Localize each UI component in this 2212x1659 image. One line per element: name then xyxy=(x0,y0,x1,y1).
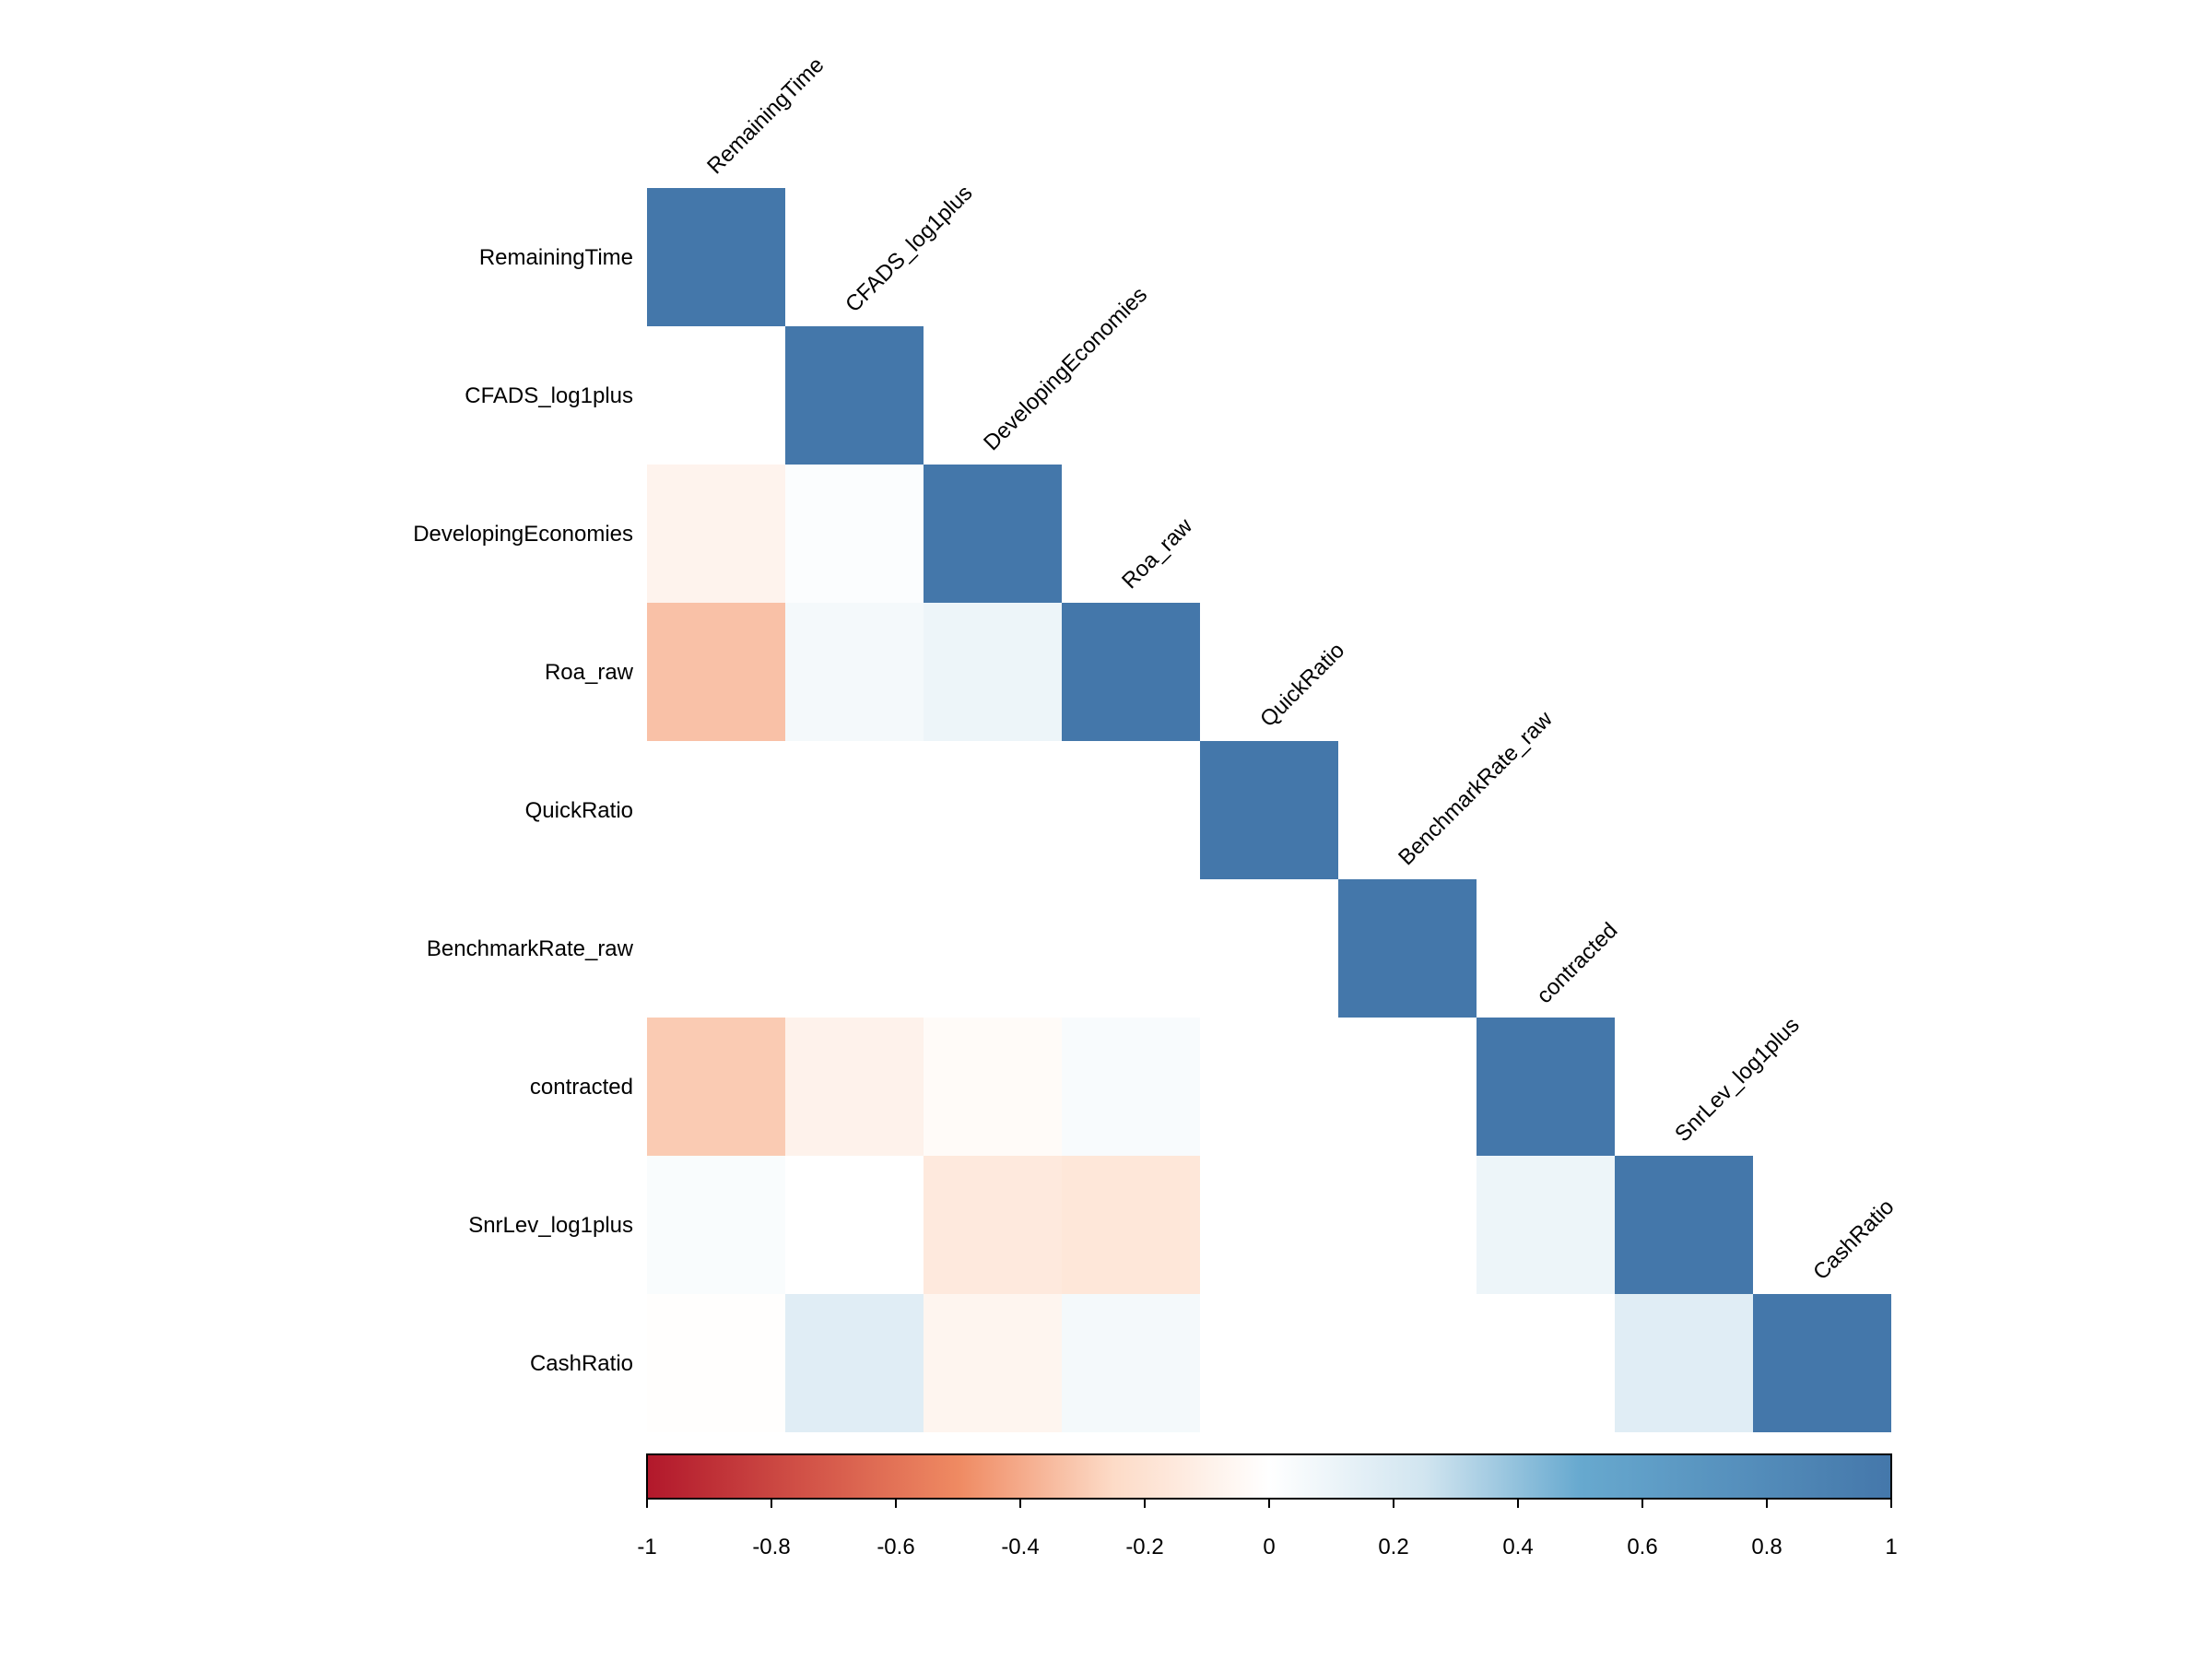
heatmap-cell-Roa_raw-RemainingTime xyxy=(647,603,785,741)
colorbar-tick-label: 0.6 xyxy=(1627,1535,1657,1559)
row-label: SnrLev_log1plus xyxy=(468,1213,633,1238)
colorbar-tick-label: 1 xyxy=(1885,1535,1897,1559)
row-label: Roa_raw xyxy=(545,660,634,685)
heatmap-cell-contracted-BenchmarkRate_raw xyxy=(1338,1018,1477,1156)
column-label: CFADS_log1plus xyxy=(841,181,977,317)
heatmap-cell-QuickRatio-CFADS_log1plus xyxy=(785,741,924,879)
heatmap-cell-SnrLev_log1plus-QuickRatio xyxy=(1200,1156,1338,1294)
colorbar-tick-label: 0.2 xyxy=(1378,1535,1408,1559)
heatmap-cell-DevelopingEconomies-CFADS_log1plus xyxy=(785,465,924,603)
colorbar-gradient xyxy=(646,1453,1892,1500)
row-label: QuickRatio xyxy=(525,798,633,823)
heatmap-cell-Roa_raw-DevelopingEconomies xyxy=(924,603,1062,741)
column-label: Roa_raw xyxy=(1117,513,1197,594)
heatmap-cell-SnrLev_log1plus-RemainingTime xyxy=(647,1156,785,1294)
column-label: RemainingTime xyxy=(702,53,829,179)
heatmap-cell-CashRatio-RemainingTime xyxy=(647,1294,785,1432)
heatmap-cells xyxy=(647,188,1891,1432)
column-label: SnrLev_log1plus xyxy=(1670,1013,1805,1147)
heatmap-cell-SnrLev_log1plus-contracted xyxy=(1477,1156,1615,1294)
heatmap-cell-RemainingTime-RemainingTime xyxy=(647,188,785,326)
heatmap-cell-contracted-DevelopingEconomies xyxy=(924,1018,1062,1156)
colorbar-tick-label: -1 xyxy=(637,1535,656,1559)
heatmap-cell-CashRatio-CashRatio xyxy=(1753,1294,1891,1432)
heatmap-cell-SnrLev_log1plus-DevelopingEconomies xyxy=(924,1156,1062,1294)
colorbar-tick-label: 0 xyxy=(1263,1535,1275,1559)
heatmap-cell-contracted-Roa_raw xyxy=(1062,1018,1200,1156)
heatmap-cell-DevelopingEconomies-RemainingTime xyxy=(647,465,785,603)
heatmap-cell-CashRatio-contracted xyxy=(1477,1294,1615,1432)
colorbar-tick-label: -0.6 xyxy=(877,1535,914,1559)
heatmap-cell-CashRatio-Roa_raw xyxy=(1062,1294,1200,1432)
row-label: CashRatio xyxy=(530,1351,633,1376)
heatmap-cell-Roa_raw-CFADS_log1plus xyxy=(785,603,924,741)
heatmap-cell-BenchmarkRate_raw-CFADS_log1plus xyxy=(785,879,924,1018)
heatmap-cell-SnrLev_log1plus-Roa_raw xyxy=(1062,1156,1200,1294)
column-label: BenchmarkRate_raw xyxy=(1394,706,1558,870)
colorbar-ticks: -1 -0.8 -0.6 -0.4 -0.2 0 0.2 0.4 0.6 0.8 1 xyxy=(637,1499,1898,1559)
row-label: BenchmarkRate_raw xyxy=(427,936,634,961)
colorbar-tick-label: 0.4 xyxy=(1502,1535,1533,1559)
column-label: contracted xyxy=(1532,918,1622,1008)
heatmap-cell-contracted-RemainingTime xyxy=(647,1018,785,1156)
row-label: DevelopingEconomies xyxy=(413,522,633,547)
heatmap-cell-BenchmarkRate_raw-Roa_raw xyxy=(1062,879,1200,1018)
column-label: DevelopingEconomies xyxy=(979,282,1152,455)
heatmap-cell-QuickRatio-QuickRatio xyxy=(1200,741,1338,879)
heatmap-cell-contracted-QuickRatio xyxy=(1200,1018,1338,1156)
heatmap-cell-contracted-CFADS_log1plus xyxy=(785,1018,924,1156)
heatmap-cell-CFADS_log1plus-RemainingTime xyxy=(647,326,785,465)
row-label: RemainingTime xyxy=(479,245,633,270)
column-label: CashRatio xyxy=(1808,1194,1899,1285)
heatmap-cell-BenchmarkRate_raw-BenchmarkRate_raw xyxy=(1338,879,1477,1018)
heatmap-cell-CFADS_log1plus-CFADS_log1plus xyxy=(785,326,924,465)
heatmap-cell-QuickRatio-DevelopingEconomies xyxy=(924,741,1062,879)
colorbar-tick-label: -0.2 xyxy=(1125,1535,1163,1559)
colorbar: -1 -0.8 -0.6 -0.4 -0.2 0 0.2 0.4 0.6 0.8 1 xyxy=(637,1453,1898,1559)
row-labels: RemainingTime CFADS_log1plus DevelopingEco… xyxy=(413,245,633,1376)
row-label: contracted xyxy=(530,1075,633,1100)
colorbar-tick-label: -0.4 xyxy=(1001,1535,1039,1559)
heatmap-cell-BenchmarkRate_raw-DevelopingEconomies xyxy=(924,879,1062,1018)
row-label: CFADS_log1plus xyxy=(465,383,633,408)
colorbar-tick-label: 0.8 xyxy=(1751,1535,1782,1559)
heatmap-cell-CashRatio-BenchmarkRate_raw xyxy=(1338,1294,1477,1432)
heatmap-cell-DevelopingEconomies-DevelopingEconomies xyxy=(924,465,1062,603)
heatmap-cell-QuickRatio-RemainingTime xyxy=(647,741,785,879)
heatmap-cell-QuickRatio-Roa_raw xyxy=(1062,741,1200,879)
heatmap-cell-contracted-contracted xyxy=(1477,1018,1615,1156)
heatmap-cell-CashRatio-CFADS_log1plus xyxy=(785,1294,924,1432)
column-label: QuickRatio xyxy=(1255,638,1349,732)
heatmap-cell-SnrLev_log1plus-BenchmarkRate_raw xyxy=(1338,1156,1477,1294)
heatmap-cell-BenchmarkRate_raw-QuickRatio xyxy=(1200,879,1338,1018)
heatmap-cell-SnrLev_log1plus-CFADS_log1plus xyxy=(785,1156,924,1294)
heatmap-cell-BenchmarkRate_raw-RemainingTime xyxy=(647,879,785,1018)
colorbar-tick-label: -0.8 xyxy=(752,1535,790,1559)
heatmap-cell-SnrLev_log1plus-SnrLev_log1plus xyxy=(1615,1156,1753,1294)
heatmap-cell-CashRatio-QuickRatio xyxy=(1200,1294,1338,1432)
heatmap-cell-CashRatio-SnrLev_log1plus xyxy=(1615,1294,1753,1432)
heatmap-cell-CashRatio-DevelopingEconomies xyxy=(924,1294,1062,1432)
heatmap-cell-Roa_raw-Roa_raw xyxy=(1062,603,1200,741)
